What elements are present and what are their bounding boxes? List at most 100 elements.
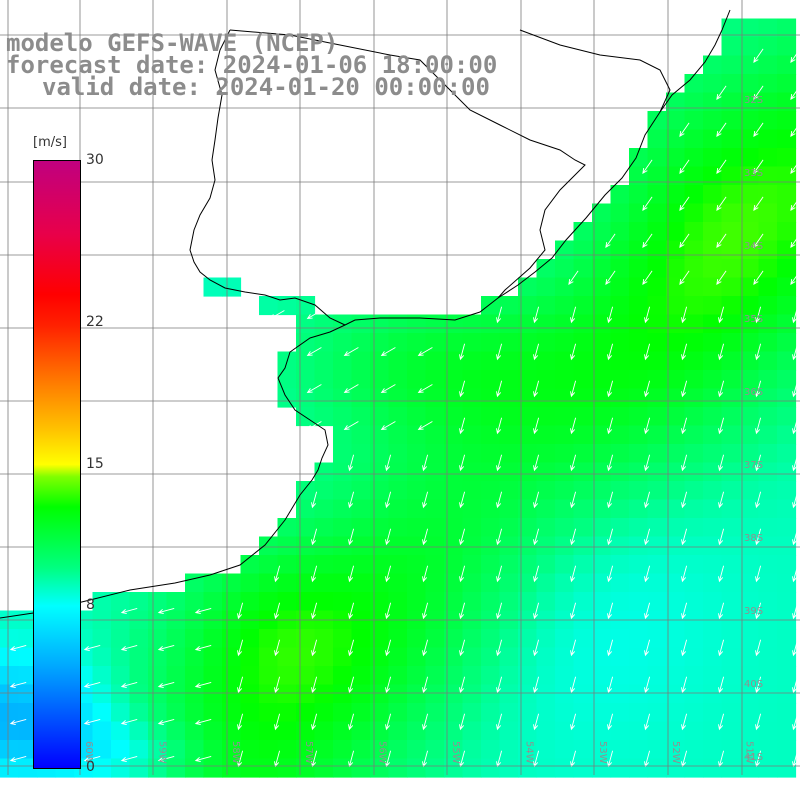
wind-cell — [740, 18, 760, 38]
wind-arrow — [755, 602, 762, 620]
wind-cell — [296, 351, 316, 371]
wind-arrow — [422, 528, 429, 546]
wind-cell — [703, 296, 723, 316]
wind-cell — [592, 203, 612, 223]
wind-cell — [777, 462, 797, 482]
wind-arrow — [570, 454, 577, 472]
wind-arrow — [753, 85, 764, 100]
wind-arrow — [790, 270, 800, 285]
wind-cell — [758, 407, 778, 427]
wind-cell — [740, 296, 760, 316]
wind-arrow — [570, 306, 577, 324]
wind-cell — [277, 666, 297, 686]
wind-cell — [462, 629, 482, 649]
wind-cell — [703, 518, 723, 538]
uruguay-border — [229, 29, 586, 299]
wind-cell — [481, 481, 501, 501]
wind-cell — [296, 499, 316, 519]
wind-cell — [203, 647, 223, 667]
wind-arrow — [311, 676, 318, 694]
wind-cell — [592, 351, 612, 371]
wind-cell — [388, 407, 408, 427]
wind-cell — [314, 573, 334, 593]
wind-cell — [592, 481, 612, 501]
wind-arrow — [348, 676, 355, 694]
wind-cell — [555, 647, 575, 667]
wind-arrow — [718, 713, 725, 731]
wind-cell — [277, 370, 297, 390]
wind-cell — [407, 499, 427, 519]
wind-cell — [222, 666, 242, 686]
lat-label: 37S — [744, 460, 763, 471]
wind-cell — [666, 666, 686, 686]
wind-cell — [592, 573, 612, 593]
wind-cell — [444, 333, 464, 353]
wind-cell — [721, 222, 741, 242]
wind-cell — [703, 444, 723, 464]
wind-cell — [111, 684, 131, 704]
wind-cell — [518, 407, 538, 427]
wind-cell — [555, 388, 575, 408]
wind-cell — [703, 314, 723, 334]
wind-cell — [370, 573, 390, 593]
wind-cell — [573, 462, 593, 482]
wind-cell — [499, 296, 519, 316]
wind-cell — [111, 666, 131, 686]
wind-cell — [370, 721, 390, 741]
wind-cell — [425, 314, 445, 334]
wind-cell — [647, 740, 667, 760]
wind-arrow — [194, 607, 212, 614]
wind-cell — [518, 277, 538, 297]
wind-arrow — [496, 417, 503, 435]
wind-cell — [518, 758, 538, 778]
wind-cell — [518, 444, 538, 464]
wind-cell — [536, 721, 556, 741]
wind-cell — [499, 555, 519, 575]
wind-cell — [222, 647, 242, 667]
wind-arrow — [607, 343, 614, 361]
wind-arrow — [311, 528, 318, 546]
wind-cell — [407, 555, 427, 575]
lat-lon-grid — [0, 0, 800, 775]
wind-cell — [370, 314, 390, 334]
wind-cell — [740, 555, 760, 575]
wind-cell — [425, 333, 445, 353]
wind-cell — [740, 148, 760, 168]
wind-cell — [592, 647, 612, 667]
wind-cell — [333, 592, 353, 612]
wind-cell — [203, 721, 223, 741]
wind-cell — [740, 185, 760, 205]
wind-cell — [684, 721, 704, 741]
wind-cell — [777, 111, 797, 131]
wind-arrow — [755, 565, 762, 583]
wind-cell — [703, 499, 723, 519]
wind-cell — [518, 462, 538, 482]
wind-cell — [758, 481, 778, 501]
wind-cell — [573, 629, 593, 649]
wind-cell — [721, 629, 741, 649]
wind-arrow — [385, 713, 392, 731]
wind-cell — [610, 536, 630, 556]
wind-speed-cells — [0, 18, 797, 778]
wind-arrow — [422, 676, 429, 694]
wind-cell — [148, 721, 168, 741]
wind-cell — [647, 388, 667, 408]
wind-cell — [481, 425, 501, 445]
wind-cell — [610, 518, 630, 538]
wind-cell — [129, 758, 149, 778]
wind-cell — [370, 555, 390, 575]
wind-cell — [166, 666, 186, 686]
wind-cell — [240, 555, 260, 575]
wind-cell — [499, 721, 519, 741]
wind-cell — [592, 425, 612, 445]
wind-cell — [629, 703, 649, 723]
wind-cell — [314, 407, 334, 427]
wind-arrow — [570, 713, 577, 731]
wind-arrow — [496, 343, 503, 361]
wind-cell — [351, 314, 371, 334]
wind-cell — [777, 555, 797, 575]
wind-cell — [573, 740, 593, 760]
wind-cell — [185, 740, 205, 760]
wind-cell — [18, 703, 38, 723]
wind-cell — [666, 185, 686, 205]
